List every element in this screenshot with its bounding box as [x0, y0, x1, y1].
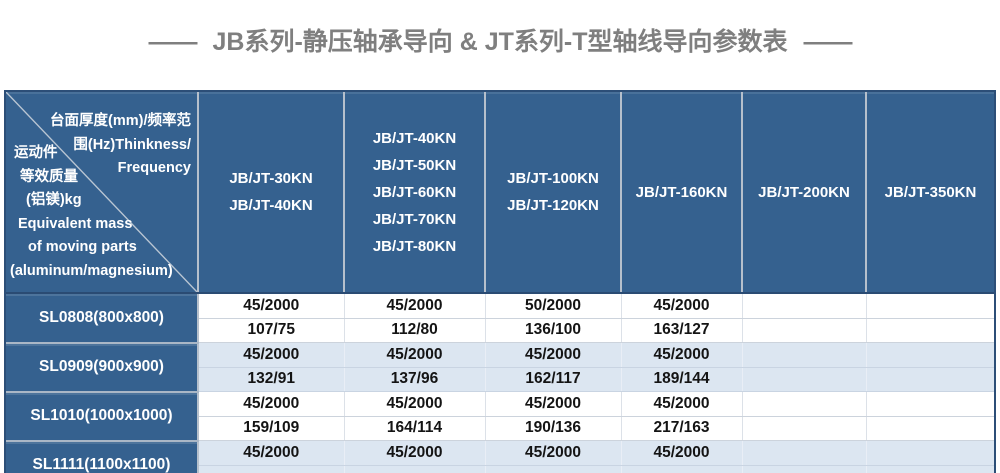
data-cell: 136/100: [485, 318, 622, 343]
data-cell: 132/91: [198, 367, 345, 392]
data-cell: [485, 465, 622, 473]
data-cell: 163/127: [621, 318, 743, 343]
data-cell: 45/2000: [198, 342, 345, 368]
data-cell: 164/114: [344, 416, 486, 441]
data-cell: 162/117: [485, 367, 622, 392]
data-cell: [866, 416, 994, 441]
data-cell: 45/2000: [344, 293, 486, 319]
data-cell: [742, 293, 867, 319]
table-row: 159/109 164/114 190/136 217/163: [6, 416, 994, 441]
corner-bottom-left-label: 运动件 等效质量 (铝镁)kg Equivalent mass of movin…: [10, 145, 173, 279]
title-dash-left: ——: [148, 28, 197, 56]
data-cell: [866, 440, 994, 466]
data-cell: 50/2000: [485, 293, 622, 319]
header-row: 台面厚度(mm)/频率范 围(Hz)Thinkness/ Frequency 运…: [6, 92, 994, 294]
column-header-160kn: JB/JT-160KN: [621, 92, 743, 294]
corner-top-right-label: 台面厚度(mm)/频率范 围(Hz)Thinkness/ Frequency: [50, 113, 191, 176]
table-row: 132/91 137/96 162/117 189/144: [6, 367, 994, 392]
title-dash-right: ——: [803, 28, 853, 56]
data-cell: 45/2000: [198, 440, 345, 466]
table-row: SL0909(900x900) 45/2000 45/2000 45/2000 …: [6, 342, 994, 393]
data-cell: 45/2000: [485, 342, 622, 368]
data-cell: [866, 293, 994, 319]
data-cell: 45/2000: [344, 391, 486, 417]
data-cell: 217/163: [621, 416, 743, 441]
parameter-table-container: 台面厚度(mm)/频率范 围(Hz)Thinkness/ Frequency 运…: [4, 90, 996, 473]
table-row: [6, 465, 994, 473]
page-title-text: JB系列-静压轴承导向 & JT系列-T型轴线导向参数表: [212, 28, 788, 56]
data-cell: 45/2000: [621, 440, 743, 466]
row-label-sl0909: SL0909(900x900): [6, 342, 199, 393]
page-title: —— JB系列-静压轴承导向 & JT系列-T型轴线导向参数表 ——: [0, 22, 1000, 58]
table-row: SL1010(1000x1000) 45/2000 45/2000 45/200…: [6, 391, 994, 442]
data-cell: [742, 318, 867, 343]
data-cell: [742, 391, 867, 417]
data-cell: [742, 465, 867, 473]
data-cell: 45/2000: [621, 342, 743, 368]
data-cell: 45/2000: [198, 391, 345, 417]
data-cell: [866, 342, 994, 368]
data-cell: 112/80: [344, 318, 486, 343]
data-cell: [866, 391, 994, 417]
data-cell: 107/75: [198, 318, 345, 343]
row-label-sl1111: SL1111(1100x1100): [6, 440, 199, 473]
data-cell: [621, 465, 743, 473]
data-cell: 45/2000: [198, 293, 345, 319]
data-cell: [742, 342, 867, 368]
data-cell: [866, 318, 994, 343]
column-header-30-40kn: JB/JT-30KN JB/JT-40KN: [198, 92, 345, 294]
data-cell: 159/109: [198, 416, 345, 441]
data-cell: 45/2000: [344, 440, 486, 466]
data-cell: 190/136: [485, 416, 622, 441]
data-cell: 45/2000: [344, 342, 486, 368]
data-cell: [866, 465, 994, 473]
corner-diagonal-line: [6, 92, 197, 292]
data-cell: 45/2000: [485, 391, 622, 417]
table-corner-cell: 台面厚度(mm)/频率范 围(Hz)Thinkness/ Frequency 运…: [6, 92, 199, 294]
column-header-350kn: JB/JT-350KN: [866, 92, 994, 294]
data-cell: [742, 416, 867, 441]
data-cell: [198, 465, 345, 473]
data-cell: 137/96: [344, 367, 486, 392]
parameter-table: 台面厚度(mm)/频率范 围(Hz)Thinkness/ Frequency 运…: [6, 92, 994, 473]
row-label-sl0808: SL0808(800x800): [6, 293, 199, 344]
data-cell: 45/2000: [621, 391, 743, 417]
column-header-100-120kn: JB/JT-100KN JB/JT-120KN: [485, 92, 622, 294]
data-cell: [742, 367, 867, 392]
data-cell: 45/2000: [621, 293, 743, 319]
table-row: 107/75 112/80 136/100 163/127: [6, 318, 994, 343]
table-row: SL1111(1100x1100) 45/2000 45/2000 45/200…: [6, 440, 994, 473]
data-cell: 189/144: [621, 367, 743, 392]
column-header-200kn: JB/JT-200KN: [742, 92, 867, 294]
table-row: SL0808(800x800) 45/2000 45/2000 50/2000 …: [6, 293, 994, 344]
column-header-40-80kn: JB/JT-40KN JB/JT-50KN JB/JT-60KN JB/JT-7…: [344, 92, 486, 294]
data-cell: [344, 465, 486, 473]
data-cell: 45/2000: [485, 440, 622, 466]
data-cell: [866, 367, 994, 392]
data-cell: [742, 440, 867, 466]
row-label-sl1010: SL1010(1000x1000): [6, 391, 199, 442]
